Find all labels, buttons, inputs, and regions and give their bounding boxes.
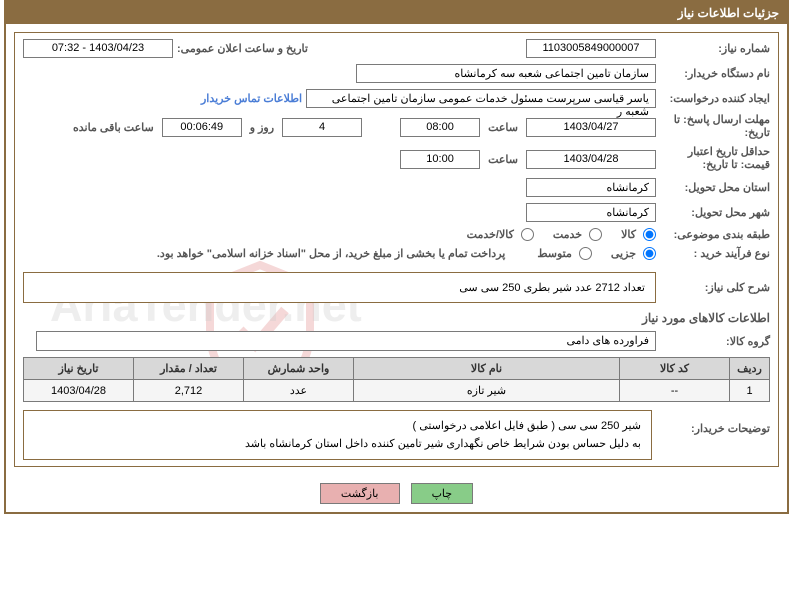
requester-field: یاسر قیاسی سرپرست مسئول خدمات عمومی سازم…: [306, 89, 656, 108]
desc-line1: شیر 250 سی سی ( طبق فایل اعلامی درخواستی…: [34, 417, 641, 435]
group-field: فراورده های دامی: [36, 331, 656, 351]
print-button[interactable]: چاپ: [411, 483, 474, 504]
process-medium-radio[interactable]: [579, 247, 592, 260]
province-field: کرمانشاه: [526, 178, 656, 197]
cell-qty: 2,712: [134, 380, 244, 402]
deadline-time-label: ساعت: [488, 121, 518, 134]
process-radio-group: جزیی متوسط: [533, 247, 656, 260]
category-service-label: خدمت: [553, 228, 582, 241]
need-number-field: 1103005849000007: [526, 39, 656, 58]
validity-time-field: 10:00: [400, 150, 480, 169]
process-partial-label: جزیی: [611, 247, 636, 260]
validity-date-field: 1403/04/28: [526, 150, 656, 169]
th-name: نام کالا: [354, 358, 620, 380]
th-rownum: ردیف: [730, 358, 770, 380]
buyer-name-label: نام دستگاه خریدار:: [660, 67, 770, 80]
process-label: نوع فرآیند خرید :: [660, 247, 770, 260]
content-panel: شماره نیاز: 1103005849000007 تاریخ و ساع…: [14, 32, 779, 467]
announce-datetime-field: 1403/04/23 - 07:32: [23, 39, 173, 58]
remaining-label: ساعت باقی مانده: [73, 121, 154, 134]
buyer-name-field: سازمان تامین اجتماعی شعبه سه کرمانشاه: [356, 64, 656, 83]
goods-table: ردیف کد کالا نام کالا واحد شمارش تعداد /…: [23, 357, 770, 402]
days-label: روز و: [250, 121, 274, 134]
panel-header: جزئیات اطلاعات نیاز: [6, 2, 787, 24]
validity-time-label: ساعت: [488, 153, 518, 166]
summary-box: تعداد 2712 عدد شیر بطری 250 سی سی: [23, 272, 656, 303]
need-number-label: شماره نیاز:: [660, 42, 770, 55]
validity-label: حداقل تاریخ اعتبار قیمت: تا تاریخ:: [660, 146, 770, 172]
th-qty: تعداد / مقدار: [134, 358, 244, 380]
th-unit: واحد شمارش: [244, 358, 354, 380]
cell-unit: عدد: [244, 380, 354, 402]
days-remaining-field: 4: [282, 118, 362, 137]
category-label: طبقه بندی موضوعی:: [660, 228, 770, 241]
deadline-date-field: 1403/04/27: [526, 118, 656, 137]
table-row: 1--شیر تازهعدد2,7121403/04/28: [24, 380, 770, 402]
cell-date: 1403/04/28: [24, 380, 134, 402]
buyer-contact-link[interactable]: اطلاعات تماس خریدار: [201, 92, 302, 105]
category-both-label: کالا/خدمت: [467, 228, 514, 241]
goods-info-title: اطلاعات کالاهای مورد نیاز: [23, 311, 770, 325]
deadline-time-field: 08:00: [400, 118, 480, 137]
desc-line2: به دلیل حساس بودن شرایط خاص نگهداری شیر …: [34, 435, 641, 453]
process-note: پرداخت تمام یا بخشی از مبلغ خرید، از محل…: [157, 247, 505, 260]
process-medium-label: متوسط: [537, 247, 572, 260]
process-partial-radio[interactable]: [643, 247, 656, 260]
province-label: استان محل تحویل:: [660, 181, 770, 194]
category-service-radio[interactable]: [589, 228, 602, 241]
deadline-label: مهلت ارسال پاسخ: تا تاریخ:: [660, 114, 770, 140]
announce-datetime-label: تاریخ و ساعت اعلان عمومی:: [177, 42, 308, 55]
category-radio-group: کالا خدمت کالا/خدمت: [463, 228, 656, 241]
time-remaining-field: 00:06:49: [162, 118, 242, 137]
category-both-radio[interactable]: [521, 228, 534, 241]
category-goods-radio[interactable]: [643, 228, 656, 241]
group-label: گروه کالا:: [660, 335, 770, 348]
cell-name: شیر تازه: [354, 380, 620, 402]
cell-code: --: [620, 380, 730, 402]
category-goods-label: کالا: [621, 228, 636, 241]
th-date: تاریخ نیاز: [24, 358, 134, 380]
summary-label: شرح کلی نیاز:: [660, 281, 770, 294]
city-label: شهر محل تحویل:: [660, 206, 770, 219]
description-box: شیر 250 سی سی ( طبق فایل اعلامی درخواستی…: [23, 410, 652, 460]
requester-label: ایجاد کننده درخواست:: [660, 92, 770, 105]
return-button[interactable]: بازگشت: [320, 483, 400, 504]
cell-rownum: 1: [730, 380, 770, 402]
details-container: جزئیات اطلاعات نیاز شماره نیاز: 11030058…: [4, 0, 789, 514]
city-field: کرمانشاه: [526, 203, 656, 222]
button-row: چاپ بازگشت: [6, 475, 787, 512]
th-code: کد کالا: [620, 358, 730, 380]
desc-label: توضیحات خریدار:: [660, 410, 770, 435]
